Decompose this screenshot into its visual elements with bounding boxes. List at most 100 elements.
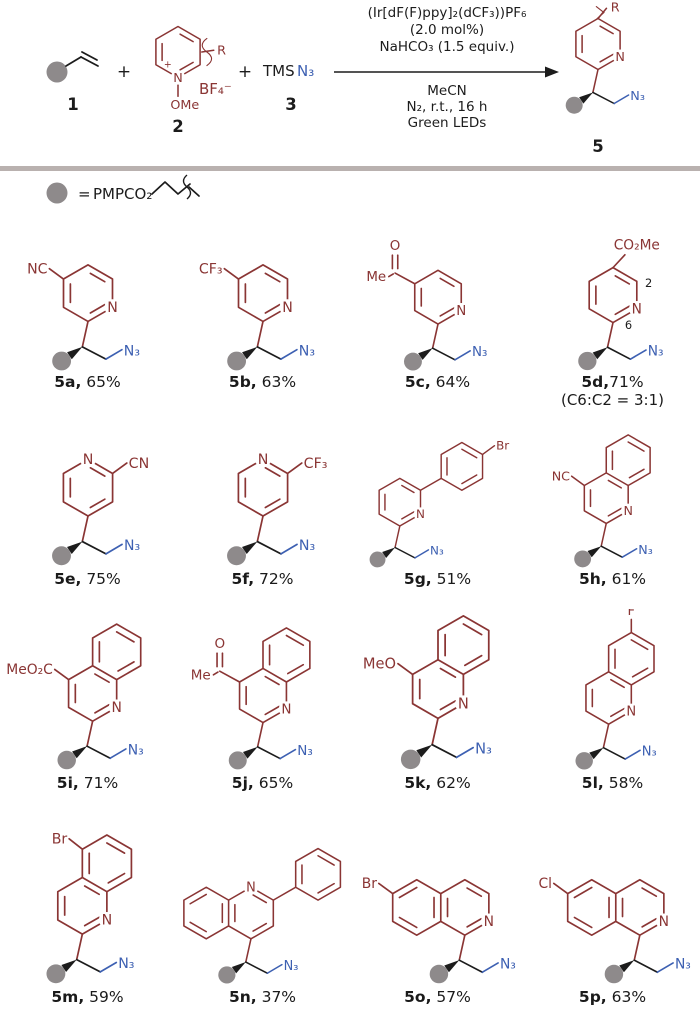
nitrogen-label: N <box>631 301 641 317</box>
product-label-5i: 5i, 71% <box>56 774 119 792</box>
product-label-5g: 5g, 51% <box>403 570 472 588</box>
atmosphere-line: N₂, r.t., 16 h <box>407 99 488 115</box>
bromo-label: Br <box>51 832 67 848</box>
structure-5e: N CN N₃ <box>50 451 149 567</box>
positive-charge: + <box>164 59 172 70</box>
product-5-structure: R N N₃ <box>564 1 645 115</box>
arrowhead <box>545 66 559 78</box>
nitrogen-label: N <box>626 704 636 719</box>
product-cell-5i: MeO₂C N N₃ 5i, 71% <box>0 593 175 797</box>
pmp-ester-label: PMPCO₂ <box>93 185 152 203</box>
structure-5m: Br N N₃ <box>45 832 134 985</box>
conditions-below: MeCN N₂, r.t., 16 h Green LEDs <box>407 83 488 131</box>
position-2-label: 2 <box>645 276 652 290</box>
product-label-5b: 5b, 63% <box>228 373 297 392</box>
azide-label: N₃ <box>475 740 492 757</box>
compound-3-id: 3 <box>285 95 296 114</box>
omethyl-label: OMe <box>170 98 199 113</box>
compound-2-structure: N + OMe R <box>155 25 226 113</box>
methyl-label: Me <box>366 270 386 285</box>
fluoro-label: F <box>627 609 635 619</box>
section-divider <box>0 166 700 171</box>
product-cell-5f: N CF₃ N₃ 5f, 72% <box>175 413 350 593</box>
compound-1-structure <box>46 51 99 83</box>
carbonyl-oxygen-label: O <box>214 636 225 652</box>
substituent-label: CF₃ <box>303 456 327 472</box>
carbonyl-oxygen-label: O <box>389 239 400 254</box>
product-cell-5c: O Me N N₃ 5c, 64% <box>350 231 525 413</box>
product-cell-5l: F N N₃ 5l, 58% <box>525 593 700 797</box>
azide-label: N₃ <box>298 538 314 554</box>
reaction-scheme: 1 + N + OMe R BF₄⁻ 2 + TMS N₃ 3 (Ir[dF(F… <box>46 1 645 156</box>
product-cell-5o: Br N N₃ 5o, 57% <box>350 797 525 1011</box>
structure-5j: O Me N N₃ <box>190 627 312 771</box>
structure-5i: MeO₂C N N₃ <box>6 623 143 771</box>
chloro-label: Cl <box>538 876 552 892</box>
product-cell-5m: Br N N₃ 5m, 59% <box>0 797 175 1011</box>
product-label-5h: 5h, 61% <box>578 570 647 588</box>
ester-label: MeO₂C <box>6 662 53 678</box>
product-cell-5d: CO₂Me 2 6 N N₃ 5d,71% (C6:C2 = 3:1) <box>525 231 700 413</box>
azide-label: N₃ <box>118 956 134 972</box>
azide-label: N₃ <box>674 957 690 973</box>
product-cell-5e: N CN N₃ 5e, 75% <box>0 413 175 593</box>
azide-label: N₃ <box>641 745 656 760</box>
nitrogen-label: N <box>111 700 121 716</box>
structure-5h: NC N N₃ <box>551 434 652 569</box>
product-cell-5h: NC N N₃ 5h, 61% <box>525 413 700 593</box>
structure-5d: CO₂Me 2 6 N N₃ <box>576 237 663 371</box>
attachment-squiggle <box>182 174 192 200</box>
product-label-5p: 5p, 63% <box>578 988 647 1006</box>
azide-label: N₃ <box>471 345 486 360</box>
azide-label: N₃ <box>297 62 314 80</box>
nitrogen-label: N <box>416 507 425 521</box>
substituent-label: NC <box>551 468 569 483</box>
bromo-label: Br <box>361 876 377 892</box>
product-label-5f: 5f, 72% <box>231 570 294 588</box>
methyl-label: Me <box>190 667 210 683</box>
product-label-5c: 5c, 64% <box>404 373 471 392</box>
position-6-label: 6 <box>624 318 631 332</box>
nitrogen-label: N <box>101 913 112 929</box>
azide-label: N₃ <box>123 538 139 554</box>
product-cell-5k: MeO N N₃ 5k, 62% <box>350 593 525 797</box>
ball-legend: = PMPCO₂ <box>46 174 200 204</box>
reaction-arrow <box>334 66 559 78</box>
light-line: Green LEDs <box>408 115 487 131</box>
structure-5n: N N₃ <box>182 847 341 985</box>
solvent-line: MeCN <box>427 83 466 99</box>
nitrogen-label: N <box>282 300 293 316</box>
azide-label: N₃ <box>647 344 663 360</box>
nitrogen-label: N <box>456 304 466 319</box>
compound-2-id: 2 <box>172 117 183 136</box>
product-label-5a: 5a, 65% <box>54 373 121 392</box>
structure-5g: Br N N₃ <box>368 439 509 569</box>
bromo-label: Br <box>496 439 509 453</box>
azide-label: N₃ <box>123 343 139 359</box>
nitrogen-label: N <box>615 50 625 65</box>
nitrogen-label: N <box>107 300 118 316</box>
base-line: NaHCO₃ (1.5 equiv.) <box>380 39 515 55</box>
nitrogen-label: N <box>623 503 632 518</box>
methoxy-label: MeO <box>362 656 395 673</box>
product-cell-5g: Br N N₃ 5g, 51% <box>350 413 525 593</box>
product-cell-5b: CF₃ N N₃ 5b, 63% <box>175 231 350 413</box>
azide-label: N₃ <box>283 959 298 974</box>
product-label-5n: 5n, 37% <box>228 988 297 1006</box>
product-cell-5a: NC N N₃ 5a, 65% <box>0 231 175 413</box>
nitrogen-label: N <box>281 702 291 718</box>
structure-5k: MeO N N₃ <box>362 614 492 770</box>
equals-sign: = <box>78 185 91 203</box>
tms-label: TMS <box>262 62 295 80</box>
azide-label: N₃ <box>127 743 143 759</box>
alkyl-chain <box>151 174 200 200</box>
regioselectivity-note: (C6:C2 = 3:1) <box>560 391 665 409</box>
pmp-ball <box>46 61 68 83</box>
counterion-label: BF₄⁻ <box>199 80 232 98</box>
product-cell-5j: O Me N N₃ 5j, 65% <box>175 593 350 797</box>
conditions-above: (Ir[dF(F)ppy]₂(dCF₃))PF₆ (2.0 mol%) NaHC… <box>368 5 527 55</box>
nitrogen-label: N <box>246 881 256 896</box>
substituent-label: CN <box>128 456 149 472</box>
product-label-5l: 5l, 58% <box>581 774 644 792</box>
product-cell-5p: Cl N N₃ 5p, 63% <box>525 797 700 1011</box>
